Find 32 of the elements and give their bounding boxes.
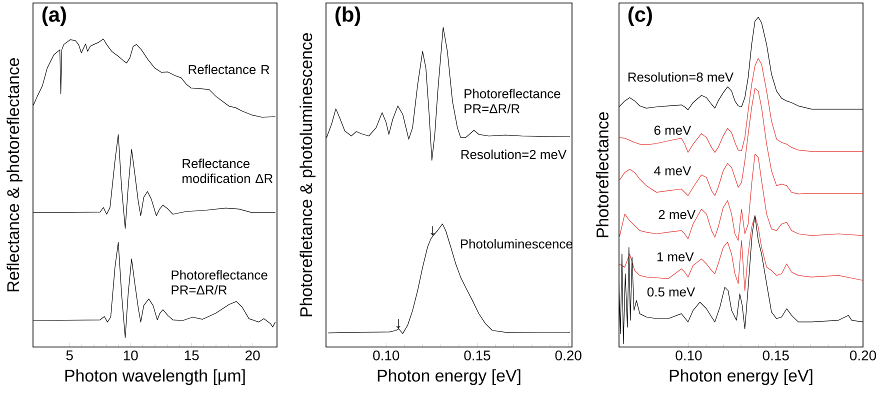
x-tick-label: 0.20 (850, 350, 876, 360)
x-tick-label: 0.10 (373, 350, 400, 360)
series-label: 1 meV (657, 252, 694, 262)
x-tick-label: 0.20 (555, 350, 582, 360)
text: Reflectance modification ΔR (182, 158, 273, 184)
series-label: 6 meV (654, 126, 692, 135)
x-tick-label: 0.15 (464, 350, 490, 360)
annotation: ↓ (430, 226, 434, 236)
series-label: Reflectance R (188, 64, 270, 74)
series-label: Resolution=8 meV (628, 72, 734, 82)
x-axis-title: Photon energy [eV] (670, 369, 812, 386)
series-label: 2 meV (658, 210, 696, 220)
series-label: 4 meV (654, 166, 692, 176)
x-tick-label: 5 (66, 350, 73, 360)
chart-title: (c) (628, 6, 652, 26)
y-axis-title: Reflectance & photoreflectance (6, 58, 22, 292)
chart-title: (b) (335, 6, 360, 26)
series-label: Photoreflectance PR=ΔR/R (172, 270, 268, 295)
x-axis-title: Photon energy [eV] (378, 369, 520, 386)
series-label: Photoreflectance PR=ΔR/R (464, 88, 560, 114)
x-axis-title: Photon wavelength [μm] (65, 369, 245, 386)
y-axis-title: Photorefletance & photoluminescence (300, 33, 316, 316)
x-tick-label: 0.10 (676, 350, 702, 360)
annotation: ↓ (396, 319, 400, 329)
annotation: Resolution=2 meV (461, 150, 566, 160)
x-tick-label: 0.15 (762, 350, 789, 360)
series-label: 0.5 meV (647, 287, 696, 297)
x-tick-label: 10 (124, 350, 138, 360)
y-axis-title: Photoreflectance (596, 112, 608, 238)
x-tick-label: 20 (246, 350, 260, 360)
x-tick-label: 15 (184, 350, 199, 360)
chart-title: (a) (42, 6, 66, 26)
